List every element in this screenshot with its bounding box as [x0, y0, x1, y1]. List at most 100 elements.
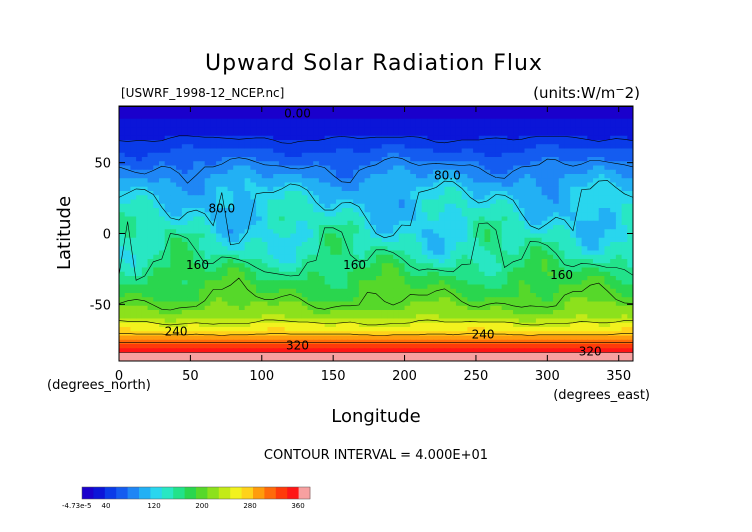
- field-cell: [358, 280, 366, 286]
- field-cell: [170, 225, 177, 230]
- field-cell: [313, 199, 320, 205]
- field-cell: [610, 233, 617, 239]
- field-cell: [564, 310, 571, 315]
- field-cell: [358, 140, 366, 145]
- field-cell: [124, 335, 132, 341]
- field-cell: [130, 216, 137, 222]
- field-cell: [461, 118, 468, 124]
- field-cell: [381, 195, 389, 201]
- field-cell: [478, 131, 486, 137]
- field-cell: [261, 254, 269, 260]
- field-cell: [318, 157, 326, 162]
- field-cell: [513, 288, 520, 294]
- field-cell: [318, 271, 326, 277]
- field-cell: [318, 267, 326, 273]
- field-cell: [450, 169, 457, 175]
- field-cell: [627, 152, 633, 158]
- field-cell: [627, 186, 633, 192]
- field-cell: [204, 322, 211, 328]
- field-cell: [330, 135, 337, 141]
- field-cell: [318, 225, 326, 230]
- field-cell: [119, 327, 126, 332]
- field-cell: [284, 174, 291, 179]
- field-cell: [158, 135, 166, 141]
- field-cell: [421, 263, 428, 269]
- field-cell: [593, 335, 600, 341]
- field-cell: [404, 335, 411, 341]
- field-cell: [627, 123, 633, 128]
- field-cell: [181, 144, 189, 150]
- field-cell: [164, 288, 171, 294]
- field-cell: [501, 276, 508, 281]
- field-cell: [547, 293, 554, 298]
- field-cell: [193, 182, 200, 188]
- field-cell: [610, 216, 617, 222]
- field-cell: [347, 271, 354, 277]
- field-cell: [330, 191, 337, 196]
- field-cell: [181, 327, 189, 332]
- field-cell: [558, 110, 566, 116]
- field-cell: [455, 144, 463, 150]
- field-cell: [398, 293, 406, 298]
- field-cell: [587, 169, 594, 175]
- field-cell: [164, 114, 171, 120]
- field-cell: [381, 123, 389, 128]
- field-cell: [256, 297, 263, 303]
- field-cell: [273, 293, 280, 298]
- field-cell: [564, 110, 571, 116]
- field-cell: [535, 288, 543, 294]
- field-cell: [598, 220, 606, 226]
- field-cell: [290, 135, 297, 141]
- field-cell: [450, 284, 457, 290]
- field-cell: [570, 225, 577, 230]
- field-cell: [147, 161, 154, 167]
- field-cell: [581, 233, 588, 239]
- field-cell: [370, 237, 377, 243]
- field-cell: [438, 169, 446, 175]
- field-cell: [604, 203, 611, 209]
- field-cell: [330, 148, 337, 154]
- field-cell: [438, 293, 446, 298]
- field-cell: [153, 318, 160, 324]
- field-cell: [398, 322, 406, 328]
- field-cell: [296, 259, 303, 264]
- field-cell: [450, 186, 457, 192]
- field-cell: [473, 297, 480, 303]
- field-cell: [410, 199, 417, 205]
- field-cell: [347, 114, 354, 120]
- field-cell: [598, 123, 606, 128]
- field-cell: [370, 314, 377, 320]
- field-cell: [141, 123, 149, 128]
- field-cell: [147, 233, 154, 239]
- field-cell: [501, 118, 508, 124]
- field-cell: [221, 203, 229, 209]
- field-cell: [370, 297, 377, 303]
- field-cell: [147, 310, 154, 315]
- field-cell: [518, 135, 526, 141]
- field-cell: [490, 297, 497, 303]
- field-cell: [541, 199, 548, 205]
- field-cell: [370, 225, 377, 230]
- field-cell: [410, 191, 417, 196]
- field-cell: [393, 284, 400, 290]
- field-cell: [170, 280, 177, 286]
- field-cell: [198, 280, 206, 286]
- field-cell: [267, 106, 274, 111]
- field-cell: [136, 233, 143, 239]
- field-cell: [238, 301, 246, 307]
- field-cell: [598, 288, 606, 294]
- field-cell: [564, 118, 571, 124]
- field-cell: [290, 276, 297, 281]
- field-cell: [193, 246, 200, 252]
- field-cell: [398, 118, 406, 124]
- field-cell: [324, 305, 331, 311]
- field-cell: [473, 254, 480, 260]
- field-cell: [467, 271, 474, 277]
- field-cell: [478, 225, 486, 230]
- field-cell: [433, 237, 440, 243]
- field-cell: [124, 327, 132, 332]
- field-cell: [581, 110, 588, 116]
- field-cell: [296, 288, 303, 294]
- field-cell: [484, 297, 491, 303]
- field-cell: [130, 161, 137, 167]
